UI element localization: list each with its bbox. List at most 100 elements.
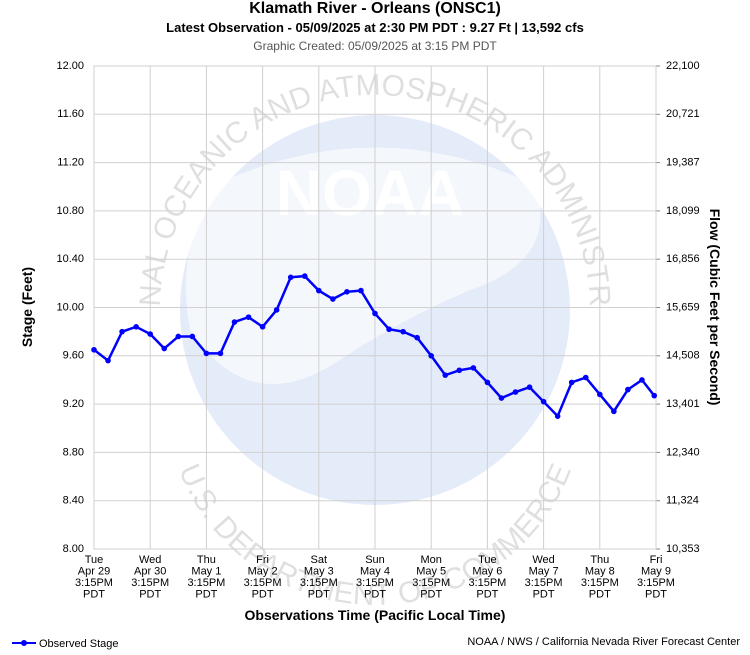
x-tick-line: Sat <box>311 554 328 566</box>
data-point <box>540 398 547 405</box>
y2-tick-label: 10,353 <box>666 543 700 555</box>
data-point <box>568 379 575 386</box>
data-point <box>147 331 153 337</box>
data-point <box>428 353 435 359</box>
y2-axis-label: Flow (Cubic Feet per Second) <box>707 209 723 406</box>
data-point <box>639 377 645 383</box>
x-axis-label: Observations Time (Pacific Local Time) <box>245 607 506 623</box>
data-point <box>245 314 252 320</box>
chart-title: Klamath River - Orleans (ONSC1) <box>249 0 501 17</box>
data-point <box>611 408 617 415</box>
y-tick-label: 11.20 <box>57 157 84 169</box>
watermark: NOAA NATIONAL OCEANIC AND ATMOSPHERIC AD… <box>0 0 616 612</box>
data-point <box>512 389 519 395</box>
y-tick-label: 12.00 <box>56 60 84 72</box>
x-tick-line: May 3 <box>304 566 334 578</box>
data-point <box>217 350 224 357</box>
x-tick-line: Thu <box>197 554 216 566</box>
data-point <box>231 319 238 325</box>
data-point <box>456 367 463 374</box>
y-tick-label: 10.80 <box>56 205 84 217</box>
y-tick-label: 8.40 <box>63 495 84 507</box>
y2-tick-label: 18,099 <box>666 205 700 217</box>
x-tick-label: Mon May 5 3:15PM PDT <box>412 554 450 601</box>
x-tick-line: 3:15PM <box>525 577 563 589</box>
y2-tick-label: 16,856 <box>666 253 700 265</box>
watermark-logo: NOAA <box>276 157 464 229</box>
y2-tick-label: 22,100 <box>666 60 700 72</box>
x-tick-line: PDT <box>364 589 386 601</box>
x-tick-line: 3:15PM <box>468 577 506 589</box>
x-tick-line: Wed <box>139 554 161 566</box>
x-tick-label: Wed Apr 30 3:15PM PDT <box>131 554 169 601</box>
x-tick-line: PDT <box>533 589 555 601</box>
x-tick-line: PDT <box>252 589 274 601</box>
created-note: Graphic Created: 05/09/2025 at 3:15 PM P… <box>253 39 497 53</box>
x-tick-line: PDT <box>476 589 498 601</box>
x-tick-label: Tue May 6 3:15PM PDT <box>468 554 506 601</box>
data-point <box>119 328 125 335</box>
x-tick-line: May 8 <box>585 566 615 578</box>
watermark-gull <box>185 147 541 384</box>
legend-label: Observed Stage <box>39 638 119 650</box>
y2-tick-label: 12,340 <box>666 446 700 458</box>
data-point <box>498 395 505 401</box>
data-point <box>442 372 449 378</box>
x-tick-line: Apr 30 <box>134 566 166 578</box>
x-tick-line: 3:15PM <box>187 577 225 589</box>
y2-tick-label: 11,324 <box>666 495 699 507</box>
x-tick-line: Apr 29 <box>78 566 110 578</box>
data-point <box>301 273 308 279</box>
x-tick-label: Fri May 2 3:15PM PDT <box>244 554 282 601</box>
x-tick-line: Wed <box>532 554 554 566</box>
data-point <box>175 333 182 340</box>
x-tick-line: May 7 <box>529 566 559 578</box>
x-tick-label: Tue Apr 29 3:15PM PDT <box>75 554 113 601</box>
y-tick-label: 9.60 <box>63 350 84 362</box>
x-tick-line: May 1 <box>191 566 221 578</box>
x-tick-line: Tue <box>478 554 497 566</box>
data-point <box>273 307 280 313</box>
x-tick-line: 3:15PM <box>244 577 282 589</box>
y-tick-label: 10.40 <box>56 253 84 265</box>
data-point <box>372 310 378 317</box>
x-tick-line: 3:15PM <box>356 577 394 589</box>
x-tick-line: Fri <box>650 554 663 566</box>
x-tick-label: Fri May 9 3:15PM PDT <box>637 554 675 601</box>
x-tick-label: Thu May 1 3:15PM PDT <box>187 554 225 601</box>
data-point <box>386 326 392 333</box>
x-tick-line: May 4 <box>360 566 390 578</box>
chart-subtitle: Latest Observation - 05/09/2025 at 2:30 … <box>166 20 584 35</box>
y2-tick-label: 19,387 <box>666 157 700 169</box>
x-tick-line: 3:15PM <box>131 577 169 589</box>
x-tick-line: PDT <box>308 589 330 601</box>
x-tick-line: May 2 <box>248 566 278 578</box>
legend-marker <box>21 640 27 646</box>
x-tick-line: 3:15PM <box>300 577 338 589</box>
x-tick-label: Sun May 4 3:15PM PDT <box>356 554 394 601</box>
y-tick-label: 8.00 <box>63 543 84 555</box>
data-point <box>105 357 111 364</box>
x-tick-line: 3:15PM <box>581 577 619 589</box>
x-tick-line: 3:15PM <box>637 577 675 589</box>
x-tick-label: Thu May 8 3:15PM PDT <box>581 554 619 601</box>
y2-tick-label: 20,721 <box>666 108 700 120</box>
data-point <box>259 324 266 330</box>
data-point <box>554 413 561 419</box>
x-tick-line: May 9 <box>641 566 671 578</box>
data-point <box>470 365 477 371</box>
data-point <box>161 345 168 352</box>
data-point <box>91 346 97 353</box>
x-tick-line: PDT <box>645 589 667 601</box>
x-tick-line: PDT <box>589 589 611 601</box>
data-point <box>582 374 589 381</box>
data-point <box>400 328 406 335</box>
data-point <box>414 334 420 341</box>
y-tick-label: 9.20 <box>63 398 84 410</box>
x-tick-line: Thu <box>590 554 609 566</box>
data-point <box>316 287 322 294</box>
data-point <box>189 333 196 340</box>
x-tick-line: Sun <box>365 554 385 566</box>
y-tick-label: 8.80 <box>63 446 84 458</box>
